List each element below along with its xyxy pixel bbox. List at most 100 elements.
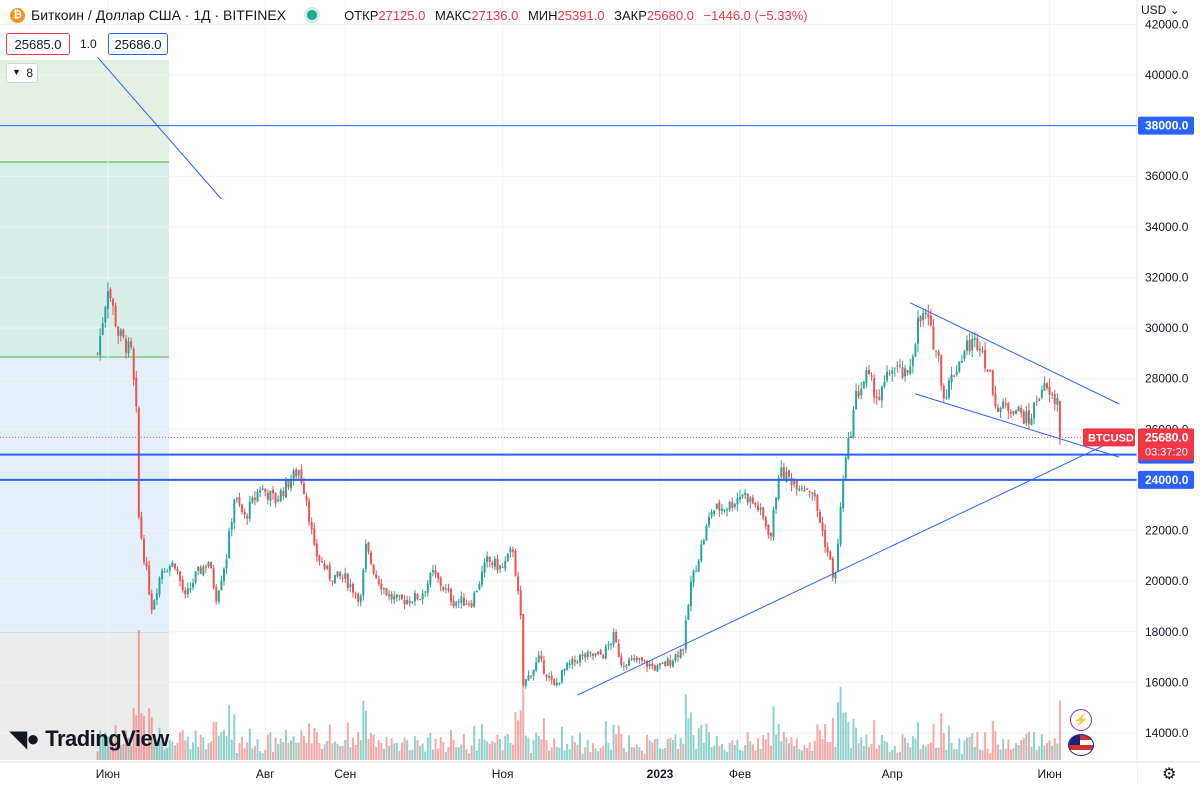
candle-body bbox=[635, 657, 638, 661]
volume-bar bbox=[504, 735, 507, 760]
volume-bar bbox=[1043, 745, 1046, 760]
lightning-icon[interactable]: ⚡ bbox=[1070, 709, 1092, 731]
volume-bar bbox=[315, 732, 318, 760]
volume-bar bbox=[313, 727, 316, 760]
lots-dropdown[interactable]: ▼ 8 bbox=[6, 63, 38, 83]
volume-bar bbox=[419, 745, 422, 760]
candle-body bbox=[150, 593, 153, 611]
volume-bar bbox=[736, 739, 739, 760]
candle-body bbox=[341, 577, 344, 579]
volume-bar bbox=[1058, 700, 1061, 760]
volume-bar bbox=[163, 749, 166, 760]
candle-body bbox=[455, 602, 458, 606]
candle-body bbox=[720, 508, 723, 512]
volume-bar bbox=[1056, 743, 1059, 760]
volume-bar bbox=[635, 744, 638, 760]
volume-bar bbox=[398, 750, 401, 760]
volume-bar bbox=[911, 736, 914, 760]
volume-bar bbox=[253, 746, 256, 760]
candle-body bbox=[181, 579, 184, 591]
volume-bar bbox=[212, 721, 215, 760]
time-tick-label: Ноя bbox=[492, 767, 514, 781]
us-flag-icon[interactable] bbox=[1068, 734, 1094, 756]
volume-bar bbox=[421, 743, 424, 760]
candle-body bbox=[555, 682, 558, 685]
volume-bar bbox=[1035, 749, 1038, 760]
candle-body bbox=[243, 511, 246, 515]
gear-icon[interactable]: ⚙ bbox=[1162, 766, 1177, 783]
volume-bar bbox=[793, 745, 796, 760]
volume-bar bbox=[705, 723, 708, 760]
volume-bar bbox=[989, 753, 992, 760]
symbol-title[interactable]: Биткоин / Доллар США · 1Д · BITFINEX bbox=[31, 7, 287, 23]
price-tick-label: 22000.0 bbox=[1145, 524, 1189, 538]
candle-body bbox=[148, 565, 151, 595]
candle-body bbox=[277, 499, 280, 502]
volume-bar bbox=[573, 742, 576, 760]
volume-bar bbox=[651, 742, 654, 760]
volume-bar bbox=[217, 736, 220, 760]
candle-body bbox=[339, 572, 342, 577]
candle-body bbox=[112, 299, 115, 306]
candle-body bbox=[911, 356, 914, 366]
volume-bar bbox=[1020, 740, 1023, 760]
volume-bar bbox=[615, 734, 618, 760]
candle-body bbox=[594, 653, 597, 656]
logo-text: TradingView bbox=[45, 726, 169, 751]
candle-body bbox=[292, 470, 295, 480]
volume-bar bbox=[906, 742, 909, 760]
time-tick-label: Июн bbox=[96, 767, 120, 781]
volume-bar bbox=[349, 747, 352, 760]
candle-body bbox=[1033, 402, 1036, 419]
buy-price-button[interactable]: 25686.0 bbox=[108, 33, 168, 55]
change-value: −1446.0 (−5.33%) bbox=[703, 7, 808, 23]
volume-bar bbox=[718, 745, 721, 760]
candle-body bbox=[470, 603, 473, 607]
volume-bar bbox=[955, 749, 958, 760]
volume-bar bbox=[816, 724, 819, 760]
volume-bar bbox=[158, 727, 161, 760]
candle-body bbox=[640, 657, 643, 661]
volume-bar bbox=[909, 747, 912, 760]
volume-bar bbox=[682, 743, 685, 760]
candle-body bbox=[914, 344, 917, 357]
candle-body bbox=[491, 562, 494, 566]
candle-body bbox=[1048, 386, 1051, 395]
candle-body bbox=[751, 497, 754, 504]
sell-price-button[interactable]: 25685.0 bbox=[6, 33, 70, 55]
volume-bar bbox=[341, 745, 344, 760]
candle-body bbox=[199, 566, 202, 574]
market-status-icon[interactable] bbox=[304, 7, 321, 23]
volume-bar bbox=[940, 713, 943, 760]
trend-line bbox=[915, 393, 1120, 458]
volume-bar bbox=[450, 729, 453, 760]
candle-body bbox=[375, 574, 378, 579]
volume-bar bbox=[246, 742, 249, 760]
volume-bar bbox=[1040, 734, 1043, 760]
candle-body bbox=[870, 375, 873, 377]
volume-bar bbox=[826, 741, 829, 760]
candle-body bbox=[643, 659, 646, 661]
candle-body bbox=[579, 654, 582, 663]
volume-bar bbox=[883, 740, 886, 760]
volume-bar bbox=[230, 739, 233, 760]
candle-body bbox=[788, 470, 790, 477]
candle-body bbox=[1038, 399, 1041, 401]
candle-body bbox=[873, 377, 876, 398]
volume-bar bbox=[522, 630, 525, 760]
candle-body bbox=[991, 370, 994, 395]
volume-bar bbox=[643, 753, 646, 760]
candle-body bbox=[880, 386, 883, 401]
candle-body bbox=[971, 339, 974, 351]
candle-body bbox=[589, 651, 592, 653]
candle-body bbox=[173, 564, 176, 569]
level-price-tag bbox=[1138, 470, 1194, 489]
volume-bar bbox=[901, 734, 904, 760]
volume-bar bbox=[687, 718, 690, 760]
volume-bar bbox=[1048, 740, 1051, 760]
currency-selector[interactable]: USD ⌄ bbox=[1141, 3, 1180, 17]
volume-bar bbox=[968, 736, 971, 760]
candle-body bbox=[382, 588, 385, 590]
volume-bar bbox=[839, 687, 842, 760]
